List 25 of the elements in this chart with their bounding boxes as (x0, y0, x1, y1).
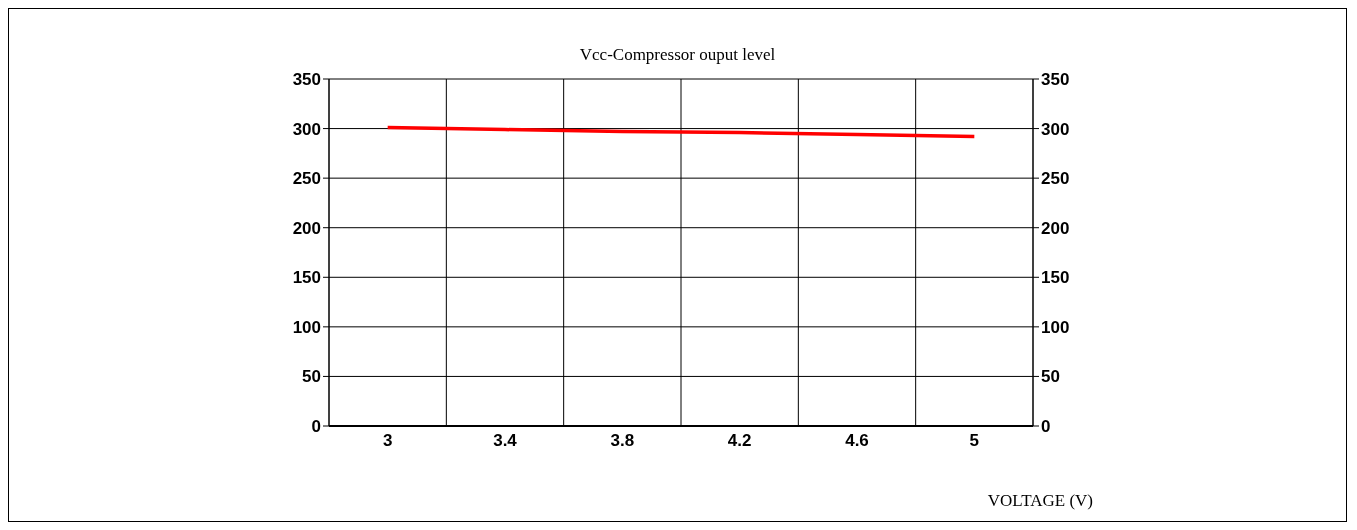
y2-tick-label: 150 (1041, 268, 1070, 288)
y-tick-label: 300 (292, 119, 321, 139)
x-tick-label: 4.2 (727, 431, 752, 451)
y-tick-label: 150 (292, 268, 321, 288)
y2-tick-label: 350 (1041, 70, 1070, 90)
x-tick-label: 4.6 (845, 431, 869, 451)
y-tick-label: 0 (311, 417, 321, 437)
y2-tick-label: 250 (1041, 169, 1070, 189)
y2-tick-label: 300 (1041, 119, 1070, 139)
y-tick-label: 250 (292, 169, 321, 189)
chart-title: Vcc-Compressor ouput level (578, 45, 777, 65)
y2-tick-label: 0 (1041, 417, 1051, 437)
y-tick-label: 50 (302, 367, 321, 387)
x-axis-title: VOLTAGE (V) (987, 491, 1093, 510)
y2-tick-label: 100 (1041, 317, 1070, 337)
y2-tick-label: 50 (1041, 367, 1060, 387)
x-tick-label: 3.4 (493, 431, 518, 451)
line-series (385, 125, 977, 139)
y-tick-label: 200 (292, 218, 321, 238)
y-tick-label: 100 (292, 317, 321, 337)
x-tick-label: 3.8 (610, 431, 635, 451)
x-tick-label: 3 (382, 431, 393, 451)
x-tick-label: 5 (969, 431, 980, 451)
y2-tick-label: 200 (1041, 218, 1070, 238)
y-tick-label: 350 (292, 70, 321, 90)
